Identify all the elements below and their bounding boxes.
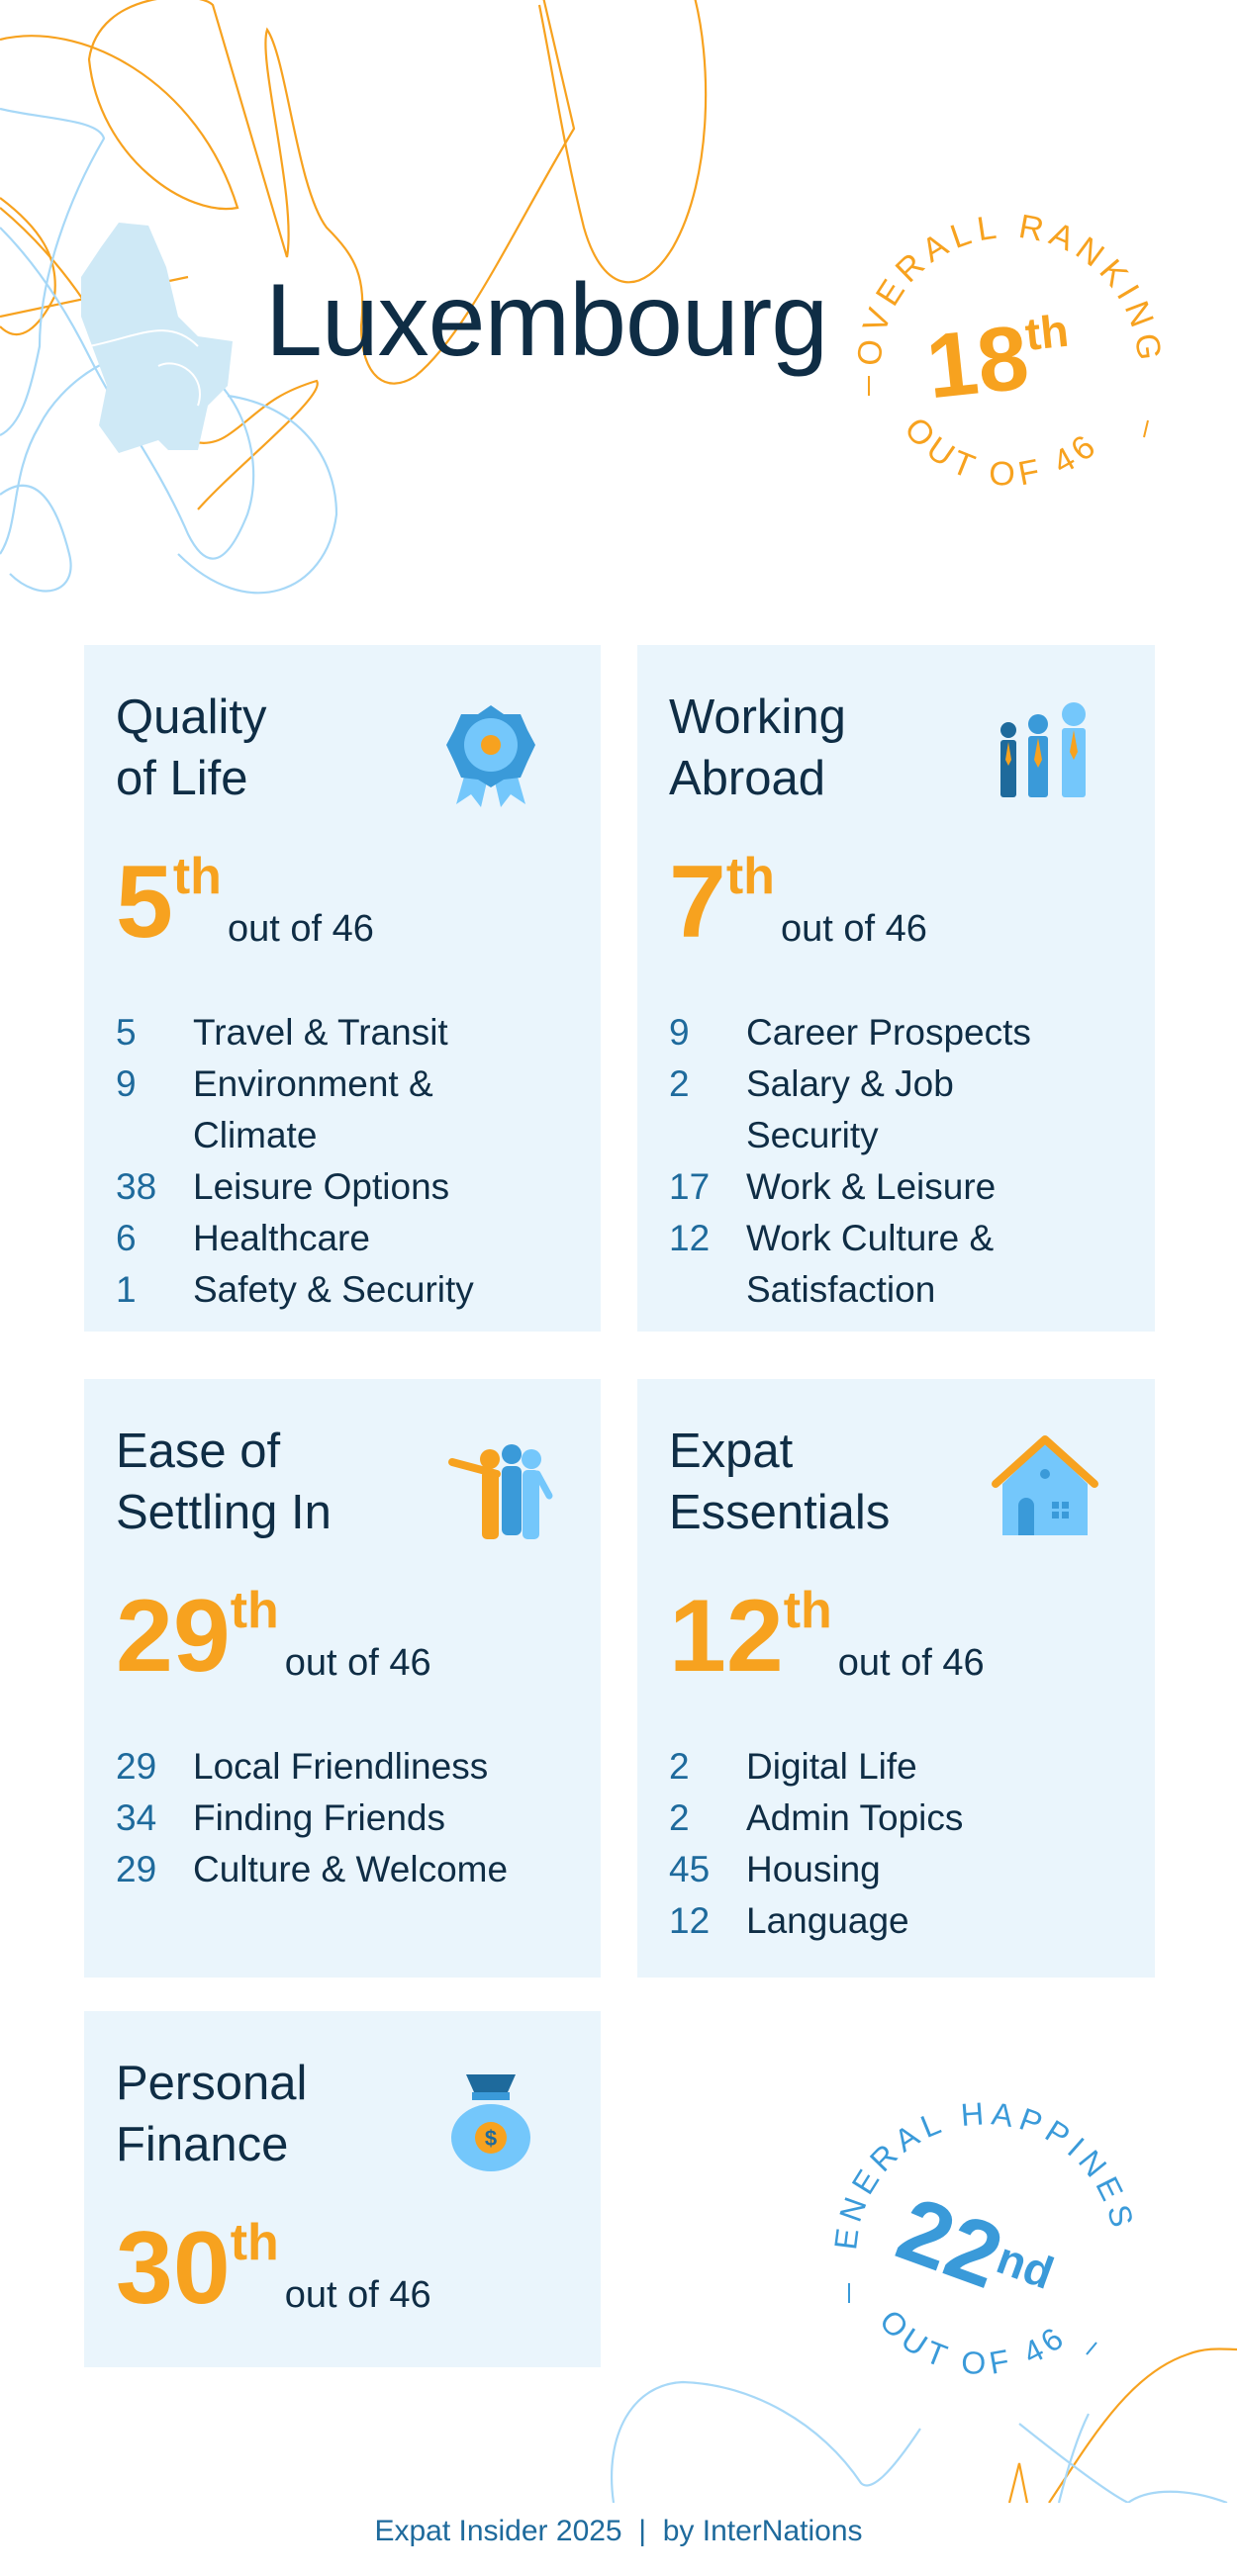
category-rank: 30thout of 46 [116,2211,431,2326]
happiness-label-bottom: OUT OF 46 [873,2303,1069,2381]
category-rank: 12thout of 46 [669,1579,985,1694]
list-item: 2 Salary & Job Security [669,1063,954,1155]
award-rosette-icon [446,705,535,807]
overall-suffix: th [1023,305,1072,360]
business-people-icon [1000,702,1086,797]
card-quality-of-life: Quality of Life 5thout of 46 5 Travel & Tr… [84,645,601,1332]
luxembourg-map-icon [81,223,233,453]
happiness-rank: 22 [885,2178,1014,2308]
list-item: 12 Language [669,1900,909,1941]
overall-rank: 18 [922,307,1033,417]
list-item: 38 Leisure Options [116,1166,450,1207]
svg-text:22nd: 22nd [885,2178,1067,2327]
svg-text:$: $ [485,2126,497,2151]
group-of-people-icon [448,1444,553,1539]
svg-text:18th: 18th [922,303,1077,418]
general-happiness-badge: GENERAL HAPPINESS OUT OF 46 22nd [827,2095,1136,2381]
list-item: 2 Digital Life [669,1746,917,1787]
card-personal-finance: Personal Finance $ 30thout of 46 [84,2011,601,2367]
card-title: Working Abroad [669,690,846,805]
category-rank: 29thout of 46 [116,1579,431,1694]
list-item: 45 Housing [669,1849,881,1889]
list-item: 2 Admin Topics [669,1797,964,1838]
category-rank: 5thout of 46 [116,845,374,960]
list-item: 12 Work Culture & Satisfaction [669,1218,995,1310]
list-item: 17 Work & Leisure [669,1166,997,1207]
list-item: 29 Local Friendliness [116,1746,489,1787]
footer-credit: Expat Insider 2025 | by InterNations [374,2515,863,2547]
svg-text:OUT OF 46: OUT OF 46 [897,411,1106,494]
country-title: Luxembourg [265,263,828,378]
list-item: 1 Safety & Security [116,1269,474,1310]
overall-label-bottom: OUT OF 46 [897,411,1100,494]
list-item: 29 Culture & Welcome [116,1849,509,1889]
money-bag-icon: $ [451,2074,530,2171]
list-item: 5 Travel & Transit [116,1012,448,1053]
card-title: Expat Essentials [669,1425,891,1539]
house-icon [992,1435,1098,1535]
card-expat-essentials: Expat Essentials 12thout of 46 2 Digital L… [637,1379,1155,1978]
card-working-abroad: Working Abroad 7thout of 46 9 Career Prosp… [637,645,1155,1332]
decorative-scribbles-bottom [611,2347,1237,2503]
card-ease-of-settling-in: Ease of Settling In 29thout of 46 29 Local… [84,1379,601,1978]
card-title: Ease of Settling In [116,1425,332,1539]
card-title: Quality of Life [116,690,267,805]
overall-ranking-badge: OVERALL RANKING OUT OF 46 18th [851,208,1163,494]
list-item: 6 Healthcare [116,1218,370,1258]
list-item: 9 Career Prospects [669,1012,1031,1053]
svg-text:OUT OF 46: OUT OF 46 [873,2303,1075,2381]
list-item: 34 Finding Friends [116,1797,446,1838]
card-title: Personal Finance [116,2057,308,2171]
list-item: 9 Environment & Climate [116,1063,433,1155]
category-rank: 7thout of 46 [669,845,927,960]
